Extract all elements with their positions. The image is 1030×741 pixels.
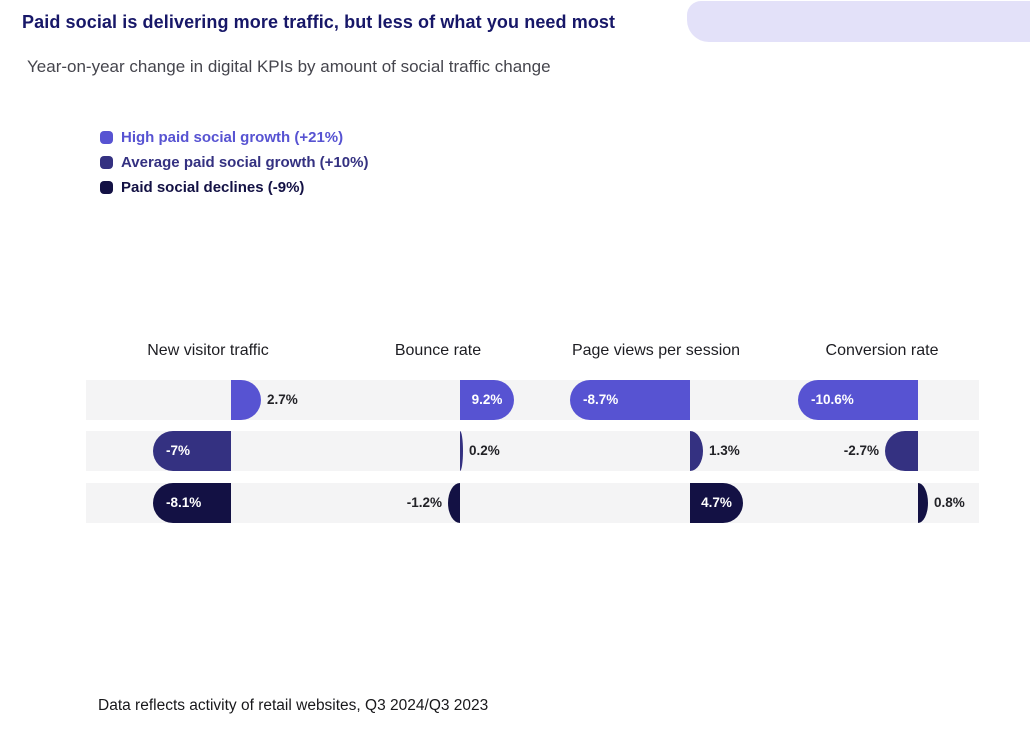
bar <box>460 431 463 471</box>
bar <box>690 483 743 523</box>
legend-item: High paid social growth (+21%) <box>100 129 368 146</box>
category-header: New visitor traffic <box>147 342 269 359</box>
bar-value-label: 4.7% <box>701 495 732 510</box>
bar <box>460 380 514 420</box>
bar <box>570 380 690 420</box>
legend-swatch-icon <box>100 181 113 194</box>
bar-value-label: -10.6% <box>811 392 854 407</box>
bar-value-label: 0.8% <box>934 495 965 510</box>
legend-item: Paid social declines (-9%) <box>100 179 368 196</box>
bar-value-label: 0.2% <box>469 443 500 458</box>
bar-value-label: -8.7% <box>583 392 619 407</box>
category-header: Bounce rate <box>394 342 482 359</box>
chart-legend: High paid social growth (+21%) Average pa… <box>100 129 368 204</box>
legend-label: Average paid social growth (+10%) <box>121 154 369 171</box>
legend-swatch-icon <box>100 156 113 169</box>
bar-value-label: -2.7% <box>843 443 879 458</box>
bar <box>153 483 231 523</box>
decorative-rounded-corner-shape <box>687 1 1030 42</box>
bar-value-label: 2.7% <box>267 392 298 407</box>
bar <box>885 431 918 471</box>
bar <box>448 483 460 523</box>
legend-item: Average paid social growth (+10%) <box>100 154 368 171</box>
legend-label: Paid social declines (-9%) <box>121 179 305 196</box>
bar-value-label: -7% <box>166 443 191 458</box>
row-band <box>86 483 979 523</box>
bar <box>153 431 231 471</box>
page-title: Paid social is delivering more traffic, … <box>22 12 616 32</box>
bar <box>798 380 918 420</box>
bar <box>690 431 703 471</box>
category-header: Page views per session <box>571 342 741 359</box>
page-subtitle: Year-on-year change in digital KPIs by a… <box>27 57 551 76</box>
bar-value-label: 1.3% <box>709 443 740 458</box>
legend-swatch-icon <box>100 131 113 144</box>
bar-value-label: -1.2% <box>406 495 442 510</box>
row-band <box>86 431 979 471</box>
category-header: Conversion rate <box>825 342 939 359</box>
data-source-note: Data reflects activity of retail website… <box>98 697 489 714</box>
bar-value-label: 9.2% <box>471 392 503 407</box>
bar-value-label: -8.1% <box>166 495 202 510</box>
bar <box>918 483 928 523</box>
legend-label: High paid social growth (+21%) <box>121 129 344 146</box>
